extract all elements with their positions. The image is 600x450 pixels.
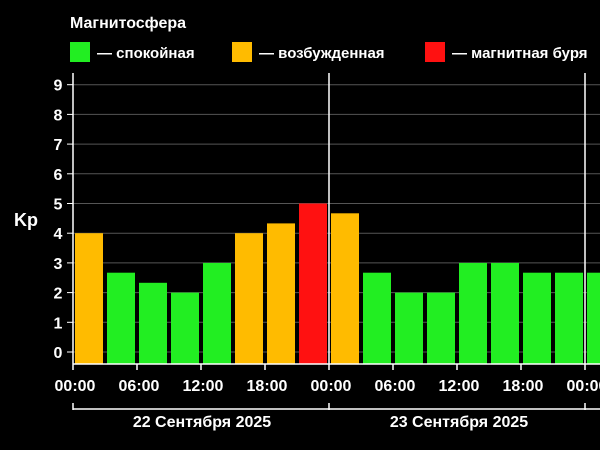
y-tick-label: 7	[54, 137, 63, 154]
bar	[523, 272, 551, 364]
y-tick-label: 8	[54, 107, 63, 124]
legend-swatch-storm	[425, 42, 445, 62]
bar	[267, 223, 295, 364]
day-label-2: 23 Сентября 2025	[390, 414, 528, 431]
bar	[331, 213, 359, 364]
legend-label-quiet: — спокойная	[97, 45, 195, 62]
x-tick-label: 12:00	[183, 378, 224, 395]
x-tick-label: 00:00	[311, 378, 352, 395]
bar	[587, 272, 600, 364]
y-tick-label: 6	[54, 167, 63, 184]
x-tick-label: 00:00	[55, 378, 96, 395]
x-tick-label: 00:00	[567, 378, 600, 395]
y-tick-label: 2	[54, 286, 63, 303]
bar	[395, 292, 423, 364]
x-tick-label: 12:00	[439, 378, 480, 395]
y-tick-labels: 0 1 2 3 4 5 6 7 8 9	[54, 78, 63, 362]
y-axis-label: Kp	[14, 210, 38, 230]
legend-swatch-quiet	[70, 42, 90, 62]
y-tick-label: 3	[54, 256, 63, 273]
day-label-1: 22 Сентября 2025	[133, 414, 271, 431]
x-tick-label: 18:00	[247, 378, 288, 395]
legend-label-storm: — магнитная буря	[452, 45, 588, 62]
y-tick-label: 1	[54, 315, 63, 332]
y-tick-label: 5	[54, 197, 63, 214]
axes	[67, 73, 600, 370]
legend-title: Магнитосфера	[70, 15, 186, 32]
bar	[107, 272, 135, 364]
day-bracket	[72, 403, 600, 410]
bar	[299, 203, 327, 364]
x-tick-labels: 00:00 06:00 12:00 18:00 00:00 06:00 12:00 18:00…	[55, 378, 600, 395]
day-labels: 22 Сентября 2025 23 Сентября 2025	[133, 414, 528, 431]
x-tick-label: 18:00	[503, 378, 544, 395]
bar	[75, 233, 103, 364]
x-tick-label: 06:00	[375, 378, 416, 395]
bar	[203, 262, 231, 364]
y-tick-label: 9	[54, 78, 63, 95]
y-tick-label: 0	[54, 345, 63, 362]
bar	[139, 282, 167, 364]
bars	[75, 203, 600, 364]
bar	[555, 272, 583, 364]
bar	[459, 262, 487, 364]
bar	[363, 272, 391, 364]
bar	[171, 292, 199, 364]
bar	[427, 292, 455, 364]
bar	[491, 262, 519, 364]
x-tick-label: 06:00	[119, 378, 160, 395]
y-tick-label: 4	[54, 226, 63, 243]
legend-label-excited: — возбужденная	[259, 45, 385, 62]
legend-swatch-excited	[232, 42, 252, 62]
legend: Магнитосфера — спокойная — возбужденная …	[70, 15, 588, 62]
bar	[235, 233, 263, 364]
